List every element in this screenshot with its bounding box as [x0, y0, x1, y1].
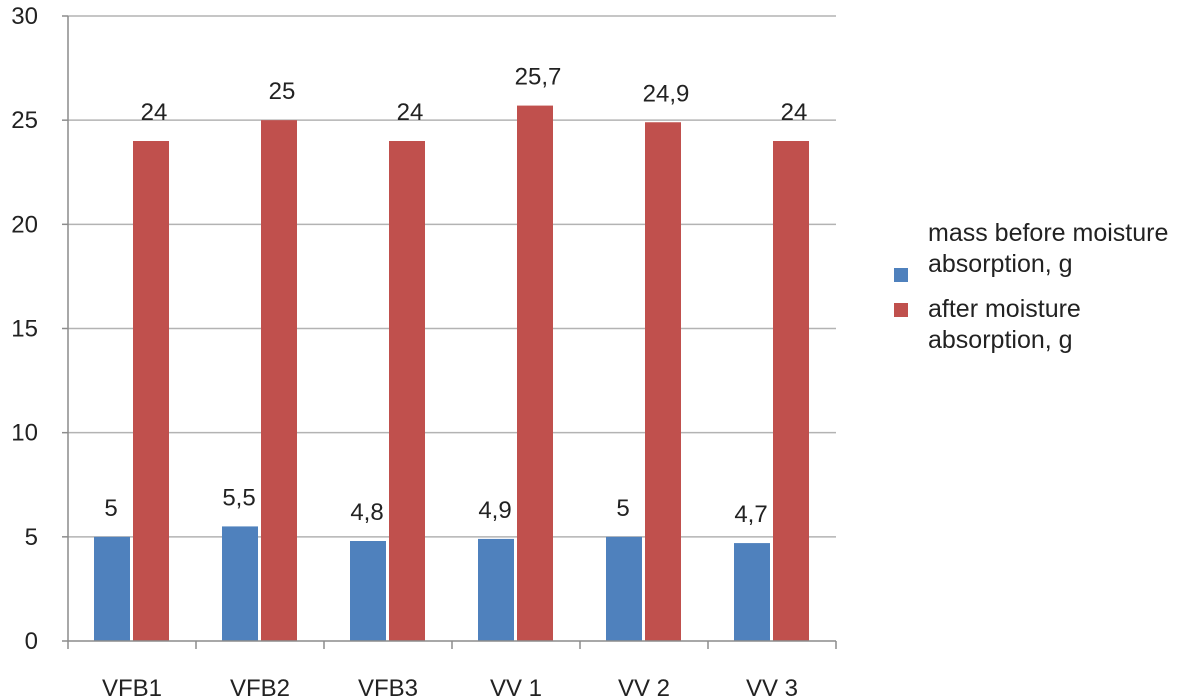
bar: [517, 105, 553, 642]
category-label: VV 1: [490, 675, 542, 700]
data-label: 24: [397, 99, 424, 126]
y-tick-label: 15: [11, 316, 38, 343]
bar: [773, 141, 809, 641]
category-label: VFB3: [358, 675, 418, 700]
y-tick-label: 10: [11, 420, 38, 447]
y-tick-label: 0: [25, 628, 38, 655]
data-label: 25: [269, 78, 296, 105]
data-label: 4,7: [734, 501, 767, 528]
axes: [62, 15, 837, 649]
data-label: 5,5: [222, 484, 255, 511]
bar: [133, 141, 169, 641]
legend-swatch-after: [894, 303, 908, 317]
y-tick-label: 20: [11, 211, 38, 238]
legend-item-after: after moisture absorption, g: [888, 294, 1188, 356]
data-label: 24: [141, 99, 168, 126]
legend: mass before moisture absorption, g after…: [888, 218, 1188, 370]
bar: [734, 543, 770, 641]
legend-label-after: after moisture absorption, g: [928, 295, 1081, 354]
bar: [350, 541, 386, 641]
bar: [478, 538, 514, 641]
category-label: VFB2: [230, 675, 290, 700]
data-label: 5: [616, 495, 629, 522]
data-label: 24,9: [643, 80, 690, 107]
data-label: 25,7: [515, 64, 562, 91]
y-tick-label: 25: [11, 107, 38, 134]
data-label: 5: [104, 495, 117, 522]
bar: [606, 536, 642, 641]
legend-item-before: mass before moisture absorption, g: [888, 218, 1188, 282]
bar: [222, 526, 258, 641]
data-label: 24: [781, 99, 808, 126]
bar: [645, 122, 681, 641]
gridlines: [68, 15, 836, 538]
y-tick-labels: 0 5 10 15 20 25 30: [11, 3, 38, 655]
data-label: 4,9: [478, 497, 511, 524]
legend-swatch-before: [894, 268, 908, 282]
bar: [389, 141, 425, 641]
data-label: 4,8: [350, 499, 383, 526]
category-label: VV 2: [618, 675, 670, 700]
data-labels: 5 5,5 4,8 4,9 5 4,7 24 25 24 25,7 24,9 24: [104, 64, 807, 528]
category-label: VV 3: [746, 675, 798, 700]
bars: [94, 105, 809, 642]
y-tick-label: 30: [11, 3, 38, 30]
category-label: VFB1: [102, 675, 162, 700]
bar: [261, 120, 297, 641]
bar: [94, 536, 130, 641]
legend-label-before: mass before moisture absorption, g: [928, 219, 1169, 278]
category-labels: VFB1 VFB2 VFB3 VV 1 VV 2 VV 3: [102, 675, 798, 700]
y-tick-label: 5: [25, 524, 38, 551]
